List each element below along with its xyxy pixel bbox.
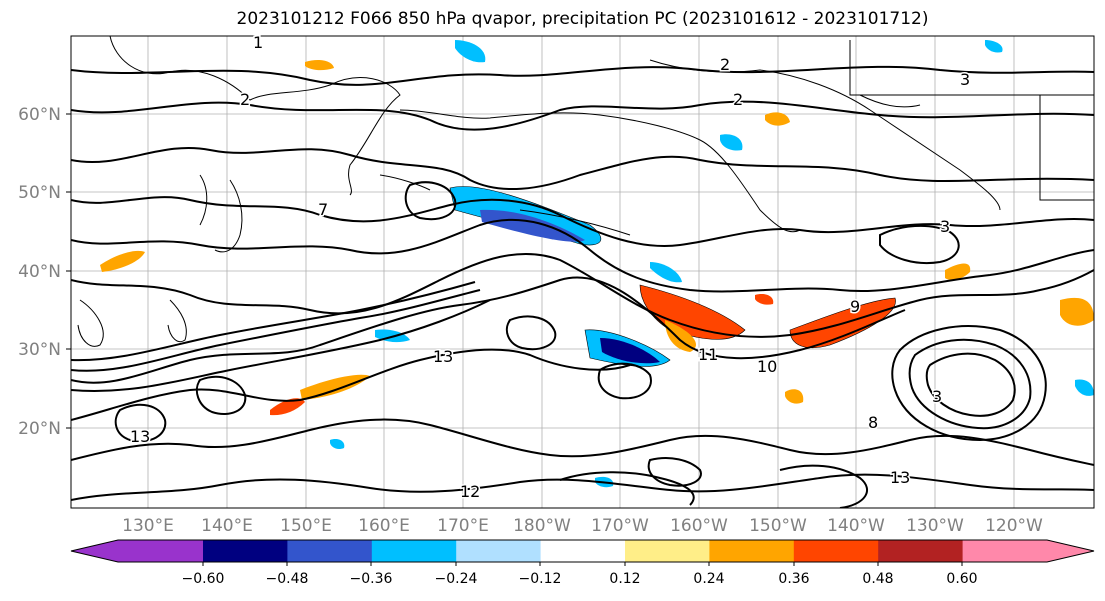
lon-label: 170°E [437,516,489,536]
colorbar-segment [456,540,542,562]
colorbar-segment [625,540,710,562]
contour-label: 3 [932,387,942,406]
contour-label: 2 [240,90,250,109]
contour-label: 3 [940,217,950,236]
lon-label: 130°E [122,516,174,536]
contour-label: 13 [130,427,150,446]
colorbar-segment [878,540,964,562]
contour-label: 8 [868,413,878,432]
lat-label: 50°N [18,183,61,203]
lon-label: 140°E [201,516,253,536]
lat-label: 20°N [18,419,61,439]
colorbar-tick-label: −0.48 [266,571,309,587]
contour-label: 13 [433,347,453,366]
colorbar-tick-label: 0.60 [946,571,977,587]
plot-title: 2023101212 F066 850 hPa qvapor, precipit… [236,9,929,29]
colorbar-tick-label: −0.36 [350,571,393,587]
contour-label: 12 [460,482,480,501]
contour-label: 11 [698,345,718,364]
colorbar-tick-label: 0.36 [778,571,809,587]
colorbar-tick-label: 0.48 [862,571,893,587]
coastlines [77,36,1094,347]
colorbar-tick-label: 0.24 [693,571,724,587]
colorbar-tick-label: −0.12 [519,571,562,587]
colorbar-segment [540,540,626,562]
colorbar-segment [71,540,203,562]
contour-label: 2 [733,90,743,109]
colorbar-tick-label: −0.24 [435,571,478,587]
lon-label: 130°W [906,516,964,536]
contour-label: 2 [720,55,730,74]
colorbar-segment [793,540,879,562]
contour-label: 9 [850,297,860,316]
qvapor-contours [71,65,1094,508]
contour-label: 10 [757,357,777,376]
lon-label: 120°W [985,516,1043,536]
colorbar [70,539,1095,563]
lat-label: 30°N [18,340,61,360]
lon-label: 150°W [749,516,807,536]
colorbar-segment [709,540,795,562]
contour-label: 13 [890,468,910,487]
colorbar-segment [287,540,373,562]
lat-ticks [66,113,71,429]
map-frame [70,35,1095,509]
colorbar-segment [203,540,288,562]
colorbar-outline [70,539,1095,563]
contour-label: 3 [960,70,970,89]
lon-label: 160°E [358,516,410,536]
lon-label: 180°W [513,516,571,536]
colorbar-ticks [202,562,963,566]
contour-label: 7 [318,200,328,219]
lon-label: 150°E [280,516,332,536]
lat-label: 40°N [18,262,61,282]
lon-label: 170°W [591,516,649,536]
colorbar-segment [962,540,1094,562]
colorbar-segment [371,540,457,562]
lon-label: 160°W [670,516,728,536]
lat-label: 60°N [18,105,61,125]
lon-label: 140°W [827,516,885,536]
colorbar-tick-label: 0.12 [609,571,640,587]
contour-label: 1 [253,33,263,52]
colorbar-tick-label: −0.60 [182,571,225,587]
